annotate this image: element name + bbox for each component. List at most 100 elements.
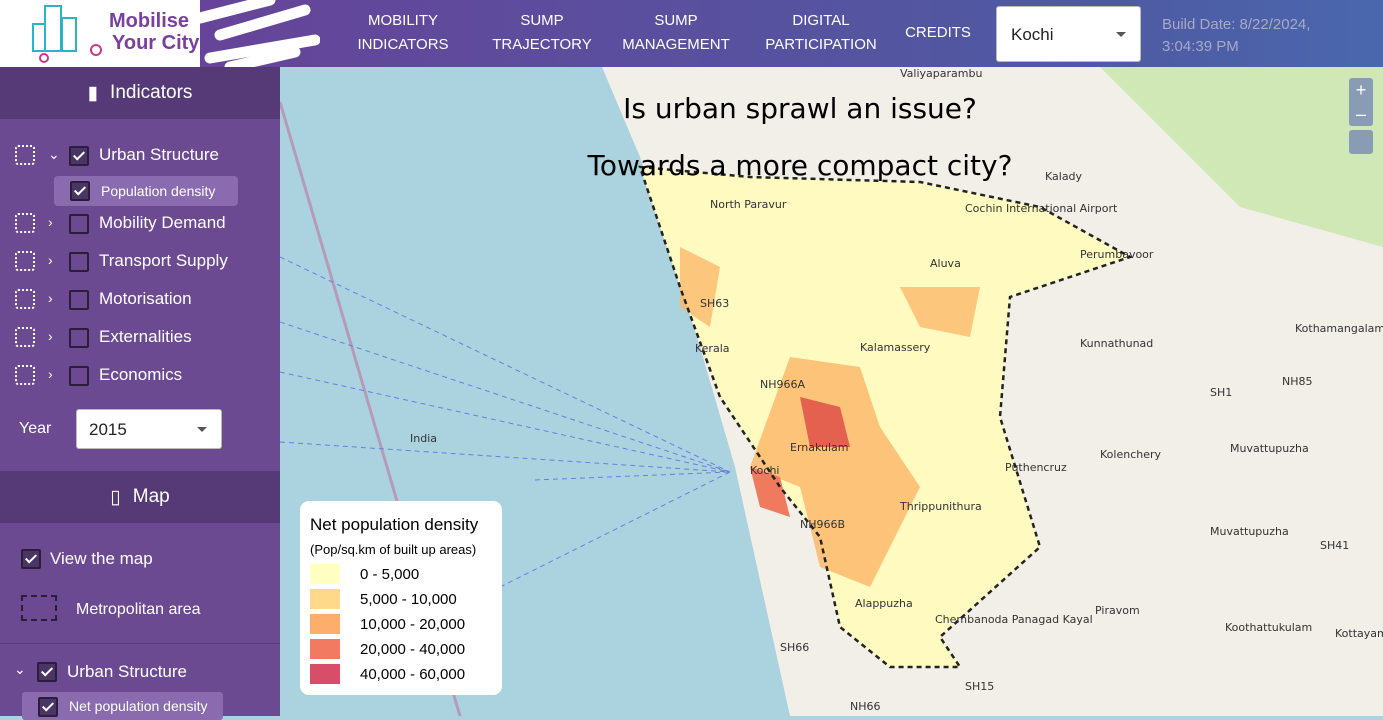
logo-text: Mobilise Your City <box>109 10 199 54</box>
checkbox[interactable] <box>69 252 89 272</box>
focus-icon[interactable] <box>15 145 35 165</box>
map-label: NH966B <box>800 518 845 531</box>
checkbox[interactable] <box>69 328 89 348</box>
nav-item[interactable]: MOBILITY INDICATORS <box>333 9 473 57</box>
legend-label: 0 - 5,000 <box>360 566 420 583</box>
indicator-child[interactable]: Population density <box>54 176 238 206</box>
legend-label: 5,000 - 10,000 <box>360 591 457 608</box>
legend-title: Net population density <box>310 515 479 534</box>
nav-line: MANAGEMENT <box>622 36 730 53</box>
chevron[interactable]: › <box>48 252 53 268</box>
questions: Is urban sprawl an issue? Towards a more… <box>530 80 1070 194</box>
zoom-out[interactable]: – <box>1355 104 1366 124</box>
focus-icon[interactable] <box>15 365 35 385</box>
nav-line: DIGITAL <box>792 12 850 29</box>
legend-label: 10,000 - 20,000 <box>360 616 466 633</box>
legend-swatch <box>310 564 340 584</box>
checkbox[interactable] <box>70 181 90 201</box>
nav-item[interactable]: DIGITAL PARTICIPATION <box>751 9 891 57</box>
zoom-in[interactable]: + <box>1355 80 1367 100</box>
logo-line: Mobilise <box>109 10 190 32</box>
header: Mobilise Your City MOBILITY INDICATORS SUM… <box>0 0 1383 67</box>
map-label: Muvattupuzha <box>1230 442 1309 455</box>
logo-icon <box>32 5 102 63</box>
legend-label: 40,000 - 60,000 <box>360 666 466 683</box>
view-map-label: View the map <box>50 549 153 568</box>
chevron[interactable]: ⌄ <box>48 146 60 162</box>
map-label: SH1 <box>1210 386 1232 399</box>
checkbox[interactable] <box>69 146 89 166</box>
fullscreen[interactable] <box>1349 130 1373 154</box>
map-label: Aluva <box>930 257 961 270</box>
chevron[interactable]: › <box>48 366 53 382</box>
build-line: 3:04:39 PM <box>1162 38 1239 55</box>
section-title: Map <box>132 486 170 507</box>
city-select[interactable]: Kochi <box>996 6 1141 62</box>
city-value: Kochi <box>1011 25 1054 44</box>
indicators-header[interactable]: ▮ Indicators <box>0 67 280 119</box>
logo-line: Your City <box>112 32 200 54</box>
map-label: Puthencruz <box>1005 461 1067 474</box>
indicator-label: Urban Structure <box>99 145 219 164</box>
map-label: SH66 <box>780 641 809 654</box>
checkbox[interactable] <box>69 290 89 310</box>
nav-line: INDICATORS <box>357 36 449 53</box>
map-label: Cochin International Airport <box>965 202 1118 215</box>
nav-item[interactable]: SUMP TRAJECTORY <box>472 9 612 57</box>
map[interactable]: Valiyaparambu Kalady North Paravur Cochin I… <box>280 67 1383 716</box>
year-select[interactable]: 2015 <box>76 409 222 449</box>
map-label: Kunnathunad <box>1080 337 1153 350</box>
legend: Net population density (Pop/sq.km of bui… <box>300 501 502 695</box>
map-labels: Valiyaparambu Kalady North Paravur Cochin I… <box>410 67 1383 713</box>
chevron[interactable]: ⌄ <box>14 661 26 677</box>
chevron[interactable]: › <box>48 214 53 230</box>
legend-label: 20,000 - 40,000 <box>360 641 466 658</box>
legend-subtitle: (Pop/sq.km of built up areas) <box>310 542 477 557</box>
checkbox[interactable] <box>69 214 89 234</box>
year-value: 2015 <box>89 420 127 439</box>
focus-icon[interactable] <box>15 251 35 271</box>
legend-swatch <box>310 639 340 659</box>
map-label: Muvattupuzha <box>1210 525 1289 538</box>
map-label: NH66 <box>850 700 881 713</box>
question: Towards a more compact city? <box>587 149 1013 182</box>
map-label: India <box>410 432 437 445</box>
nav-line: SUMP <box>520 12 564 29</box>
focus-icon[interactable] <box>15 213 35 233</box>
metro-label: Metropolitan area <box>76 601 201 618</box>
map-label: Ernakulam <box>790 441 849 454</box>
map-label: Chembanoda Panagad Kayal <box>935 613 1093 626</box>
map-label: Alappuzha <box>855 597 913 610</box>
legend-swatch <box>310 664 340 684</box>
build-date: Build Date: 8/22/2024, 3:04:39 PM <box>1162 14 1310 58</box>
checkbox[interactable] <box>69 366 89 386</box>
map-label: Kottayam <box>1335 627 1383 640</box>
checkbox[interactable] <box>38 697 58 717</box>
chevron[interactable]: › <box>48 290 53 306</box>
nav-item[interactable]: CREDITS <box>868 21 1008 45</box>
indicator-child-label: Population density <box>101 183 216 199</box>
layer-group-label: Urban Structure <box>67 662 187 681</box>
nav-line: MOBILITY <box>367 12 438 29</box>
question: Is urban sprawl an issue? <box>623 92 977 125</box>
nav-line: SUMP <box>654 12 698 29</box>
nav-item[interactable]: SUMP MANAGEMENT <box>606 9 746 57</box>
focus-icon[interactable] <box>15 327 35 347</box>
focus-icon[interactable] <box>15 289 35 309</box>
build-line: Build Date: 8/22/2024, <box>1162 16 1311 33</box>
checkbox[interactable] <box>37 662 57 682</box>
map-label: SH41 <box>1320 539 1349 552</box>
chevron[interactable]: › <box>48 328 53 344</box>
map-label: Kalady <box>1045 170 1083 183</box>
indicator-label: Transport Supply <box>99 251 228 270</box>
map-label: NH966A <box>760 378 805 391</box>
zoom-control: + – <box>1349 78 1373 126</box>
checkbox[interactable] <box>21 549 41 569</box>
legend-swatch <box>310 614 340 634</box>
layer-pill[interactable]: Net population density <box>22 692 223 720</box>
map-label: Piravom <box>1095 604 1140 617</box>
nav-line: CREDITS <box>905 24 971 41</box>
map-label: Valiyaparambu <box>900 67 982 80</box>
map-header[interactable]: ▯ Map <box>0 471 280 523</box>
